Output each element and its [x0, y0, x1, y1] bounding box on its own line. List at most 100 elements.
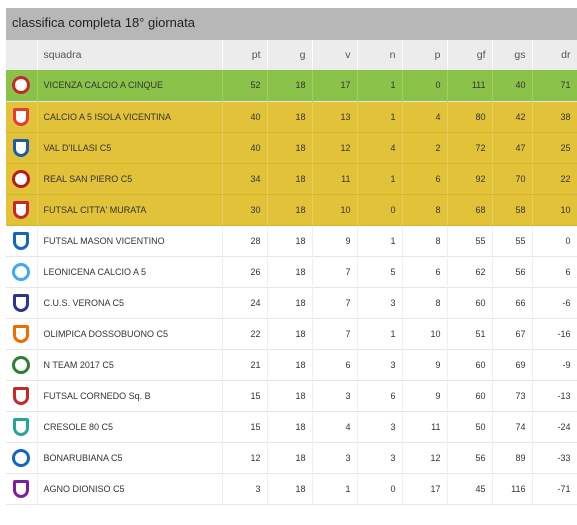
stat-n: 3 [357, 287, 403, 318]
stat-gs: 58 [492, 194, 533, 226]
stat-dr: -33 [532, 442, 577, 473]
table-row[interactable]: BONARUBIANA C5 12 18 3 3 12 56 89 -33 [6, 442, 577, 473]
stat-gf: 60 [447, 349, 493, 380]
header-n[interactable]: n [357, 40, 403, 70]
agno-dioniso-logo-icon [13, 479, 30, 498]
stat-p: 8 [402, 225, 448, 256]
stat-gf: 56 [447, 442, 493, 473]
team-logo-cell [6, 380, 38, 411]
stat-n: 6 [357, 380, 403, 411]
stat-gf: 50 [447, 411, 493, 442]
stat-n: 5 [357, 256, 403, 287]
header-v[interactable]: v [312, 40, 358, 70]
team-name[interactable]: AGNO DIONISO C5 [37, 473, 223, 504]
cresole-logo-icon [13, 417, 30, 436]
stat-dr: -13 [532, 380, 577, 411]
table-row[interactable]: LEONICENA CALCIO A 5 26 18 7 5 6 62 56 6 [6, 256, 577, 287]
team-name[interactable]: REAL SAN PIERO C5 [37, 163, 223, 195]
illasi-logo-icon [13, 138, 30, 157]
stat-g: 18 [267, 132, 313, 164]
mason-logo-icon [13, 231, 30, 250]
citta-murata-logo-icon [13, 200, 30, 219]
stat-gs: 73 [492, 380, 533, 411]
table-row[interactable]: C.U.S. VERONA C5 24 18 7 3 8 60 66 -6 [6, 287, 577, 318]
team-name[interactable]: CRESOLE 80 C5 [37, 411, 223, 442]
stat-dr: 6 [532, 256, 577, 287]
stat-gs: 56 [492, 256, 533, 287]
header-g[interactable]: g [267, 40, 313, 70]
team-name[interactable]: C.U.S. VERONA C5 [37, 287, 223, 318]
table-row[interactable]: VICENZA CALCIO A CINQUE 52 18 17 1 0 111 40 71 [6, 70, 577, 101]
stat-p: 4 [402, 101, 448, 133]
stat-g: 18 [267, 380, 313, 411]
stat-gf: 72 [447, 132, 493, 164]
stat-v: 7 [312, 287, 358, 318]
team-name[interactable]: VICENZA CALCIO A CINQUE [37, 70, 223, 101]
stat-n: 1 [357, 225, 403, 256]
table-row[interactable]: FUTSAL CITTA' MURATA 30 18 10 0 8 68 58 10 [6, 194, 577, 226]
stat-g: 18 [267, 411, 313, 442]
stat-g: 18 [267, 473, 313, 504]
team-logo-cell [6, 225, 38, 256]
stat-dr: 10 [532, 194, 577, 226]
team-name[interactable]: BONARUBIANA C5 [37, 442, 223, 473]
stat-g: 18 [267, 287, 313, 318]
header-gs[interactable]: gs [492, 40, 533, 70]
team-logo-cell [6, 194, 38, 226]
team-name[interactable]: OLIMPICA DOSSOBUONO C5 [37, 318, 223, 349]
header-p[interactable]: p [402, 40, 448, 70]
stat-gf: 60 [447, 287, 493, 318]
stat-dr: -24 [532, 411, 577, 442]
header-pt[interactable]: pt [222, 40, 268, 70]
stat-gf: 45 [447, 473, 493, 504]
stat-p: 8 [402, 194, 448, 226]
stat-pt: 3 [222, 473, 268, 504]
stat-pt: 30 [222, 194, 268, 226]
team-logo-cell [6, 349, 38, 380]
team-name[interactable]: FUTSAL MASON VICENTINO [37, 225, 223, 256]
stat-pt: 24 [222, 287, 268, 318]
table-row[interactable]: REAL SAN PIERO C5 34 18 11 1 6 92 70 22 [6, 163, 577, 195]
stat-gs: 74 [492, 411, 533, 442]
team-logo-cell [6, 70, 38, 101]
san-piero-logo-icon [12, 169, 31, 188]
team-name[interactable]: FUTSAL CITTA' MURATA [37, 194, 223, 226]
stat-v: 6 [312, 349, 358, 380]
table-row[interactable]: FUTSAL MASON VICENTINO 28 18 9 1 8 55 55 0 [6, 225, 577, 256]
stat-dr: -16 [532, 318, 577, 349]
n-team-logo-icon [12, 355, 31, 374]
stat-v: 10 [312, 194, 358, 226]
header-gf[interactable]: gf [447, 40, 493, 70]
team-logo-cell [6, 101, 38, 133]
stat-v: 11 [312, 163, 358, 195]
stat-pt: 40 [222, 132, 268, 164]
header-squadra[interactable]: squadra [37, 40, 223, 70]
table-row[interactable]: N TEAM 2017 C5 21 18 6 3 9 60 69 -9 [6, 349, 577, 380]
stat-dr: 71 [532, 70, 577, 101]
stat-g: 18 [267, 442, 313, 473]
table-row[interactable]: AGNO DIONISO C5 3 18 1 0 17 45 116 -71 [6, 473, 577, 504]
team-name[interactable]: N TEAM 2017 C5 [37, 349, 223, 380]
stat-gs: 66 [492, 287, 533, 318]
team-name[interactable]: FUTSAL CORNEDO Sq. B [37, 380, 223, 411]
team-name[interactable]: VAL D'ILLASI C5 [37, 132, 223, 164]
stat-dr: -71 [532, 473, 577, 504]
stat-p: 9 [402, 380, 448, 411]
table-row[interactable]: VAL D'ILLASI C5 40 18 12 4 2 72 47 25 [6, 132, 577, 164]
header-dr[interactable]: dr [532, 40, 577, 70]
stat-v: 1 [312, 473, 358, 504]
stat-p: 12 [402, 442, 448, 473]
table-row[interactable]: OLIMPICA DOSSOBUONO C5 22 18 7 1 10 51 67 -16 [6, 318, 577, 349]
table-row[interactable]: CALCIO A 5 ISOLA VICENTINA 40 18 13 1 4 80 42 38 [6, 101, 577, 133]
stat-g: 18 [267, 194, 313, 226]
team-name[interactable]: LEONICENA CALCIO A 5 [37, 256, 223, 287]
team-name[interactable]: CALCIO A 5 ISOLA VICENTINA [37, 101, 223, 133]
stat-p: 11 [402, 411, 448, 442]
stat-n: 1 [357, 101, 403, 133]
stat-pt: 21 [222, 349, 268, 380]
bonarubiana-logo-icon [12, 448, 31, 467]
table-row[interactable]: CRESOLE 80 C5 15 18 4 3 11 50 74 -24 [6, 411, 577, 442]
table-row[interactable]: FUTSAL CORNEDO Sq. B 15 18 3 6 9 60 73 -13 [6, 380, 577, 411]
stat-g: 18 [267, 349, 313, 380]
stat-gs: 89 [492, 442, 533, 473]
